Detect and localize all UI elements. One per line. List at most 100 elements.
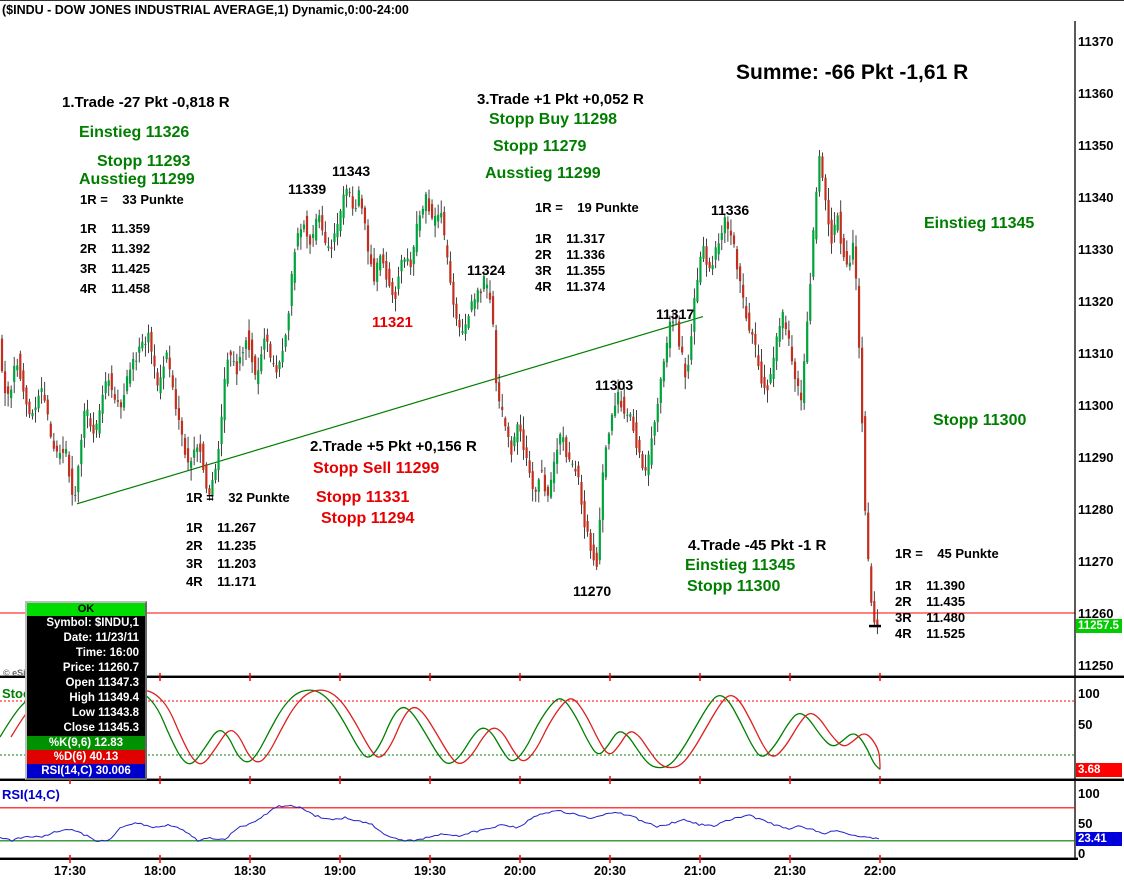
candle-body bbox=[815, 191, 818, 240]
time-tick bbox=[159, 776, 161, 784]
candle-body bbox=[632, 416, 635, 431]
candle-body bbox=[525, 447, 528, 459]
candle-body bbox=[833, 224, 836, 235]
time-tick bbox=[789, 673, 791, 681]
candle-body bbox=[281, 350, 284, 363]
candle-body bbox=[681, 346, 684, 353]
time-axis-label: 21:30 bbox=[774, 864, 806, 878]
candle-body bbox=[748, 312, 751, 331]
annotation: Stopp 11331 bbox=[316, 489, 410, 506]
rsi-value-badge: 23.41 bbox=[1076, 831, 1122, 846]
time-tick bbox=[699, 855, 701, 863]
candle-body bbox=[510, 440, 513, 455]
time-tick bbox=[699, 776, 701, 784]
candle-body bbox=[19, 353, 22, 379]
candle-body bbox=[287, 313, 290, 331]
candle-body bbox=[177, 407, 180, 421]
time-axis-label: 20:30 bbox=[594, 864, 626, 878]
candle-body bbox=[787, 330, 790, 339]
candle-body bbox=[495, 330, 498, 384]
candle-body bbox=[418, 215, 421, 231]
candle-body bbox=[836, 215, 839, 231]
candle-body bbox=[574, 468, 577, 472]
candle-body bbox=[144, 344, 147, 346]
time-axis-label: 21:00 bbox=[684, 864, 716, 878]
candle-body bbox=[132, 358, 135, 370]
price-axis-label: 11290 bbox=[1078, 450, 1114, 465]
candle-body bbox=[312, 234, 315, 238]
candle-body bbox=[266, 334, 269, 342]
candle-body bbox=[751, 331, 754, 335]
candle-body bbox=[690, 336, 693, 360]
candle-body bbox=[226, 359, 229, 384]
candle-body bbox=[437, 214, 440, 222]
annotation: RSI(14,C) bbox=[2, 787, 60, 802]
candle-body bbox=[232, 361, 235, 363]
candle-body bbox=[760, 361, 763, 384]
candle-body bbox=[101, 394, 104, 414]
candle-body bbox=[705, 246, 708, 265]
candle-body bbox=[34, 407, 37, 411]
candle-body bbox=[556, 449, 559, 464]
price-axis-label: 11350 bbox=[1078, 138, 1114, 153]
candle-body bbox=[363, 207, 367, 224]
candle-body bbox=[772, 357, 775, 379]
candle-body bbox=[842, 238, 845, 258]
candle-body bbox=[452, 281, 455, 305]
candle-body bbox=[717, 243, 720, 255]
candle-body bbox=[296, 233, 299, 247]
time-axis-label: 18:30 bbox=[234, 864, 266, 878]
candle-body bbox=[711, 264, 714, 270]
candle-body bbox=[507, 426, 510, 437]
candle-body bbox=[400, 259, 403, 272]
candle-body bbox=[345, 188, 348, 196]
candle-body bbox=[55, 445, 58, 452]
candle-body bbox=[129, 369, 132, 384]
candle-body bbox=[827, 199, 830, 225]
candle-body bbox=[735, 249, 739, 270]
candle-body bbox=[412, 246, 415, 265]
data-window-row: Time: 16:00 bbox=[75, 647, 139, 659]
candle-body bbox=[333, 233, 336, 242]
time-tick bbox=[339, 673, 341, 681]
candle-body bbox=[613, 405, 617, 416]
candle-body bbox=[162, 366, 165, 379]
candle-body bbox=[16, 365, 19, 371]
last-price-badge: 11257.5 bbox=[1076, 618, 1122, 633]
time-tick bbox=[789, 776, 791, 784]
candle-body bbox=[357, 190, 360, 206]
candle-body bbox=[537, 479, 540, 492]
candle-body bbox=[403, 259, 406, 262]
ok-button[interactable]: OK bbox=[27, 603, 145, 616]
pane-separator bbox=[0, 779, 1124, 781]
candle-body bbox=[650, 438, 653, 465]
candle-body bbox=[263, 338, 266, 350]
candle-body bbox=[552, 461, 556, 484]
candle-body bbox=[379, 255, 382, 271]
pane-separator bbox=[0, 858, 1078, 860]
candle-body bbox=[845, 251, 848, 265]
candle-body bbox=[388, 268, 391, 286]
candle-body bbox=[278, 362, 281, 370]
candle-body bbox=[37, 395, 40, 409]
candle-body bbox=[244, 340, 248, 349]
candle-body bbox=[122, 395, 126, 408]
candle-body bbox=[71, 468, 74, 495]
data-window-row: Date: 11/23/11 bbox=[63, 632, 139, 644]
candle-body bbox=[647, 454, 650, 476]
candle-body bbox=[217, 448, 220, 471]
candle-body bbox=[635, 422, 638, 448]
indicator-axis-label: 100 bbox=[1078, 786, 1100, 801]
candle-body bbox=[0, 338, 4, 371]
candle-body bbox=[754, 333, 757, 345]
price-axis-label: 11260 bbox=[1078, 606, 1114, 621]
candle-body bbox=[269, 343, 272, 358]
candle-body bbox=[156, 372, 159, 386]
candle-body bbox=[793, 361, 797, 380]
candle-body bbox=[229, 351, 232, 356]
candle-body bbox=[610, 414, 614, 431]
candle-body bbox=[830, 219, 833, 244]
annotation: Stopp 11300 bbox=[687, 578, 781, 595]
